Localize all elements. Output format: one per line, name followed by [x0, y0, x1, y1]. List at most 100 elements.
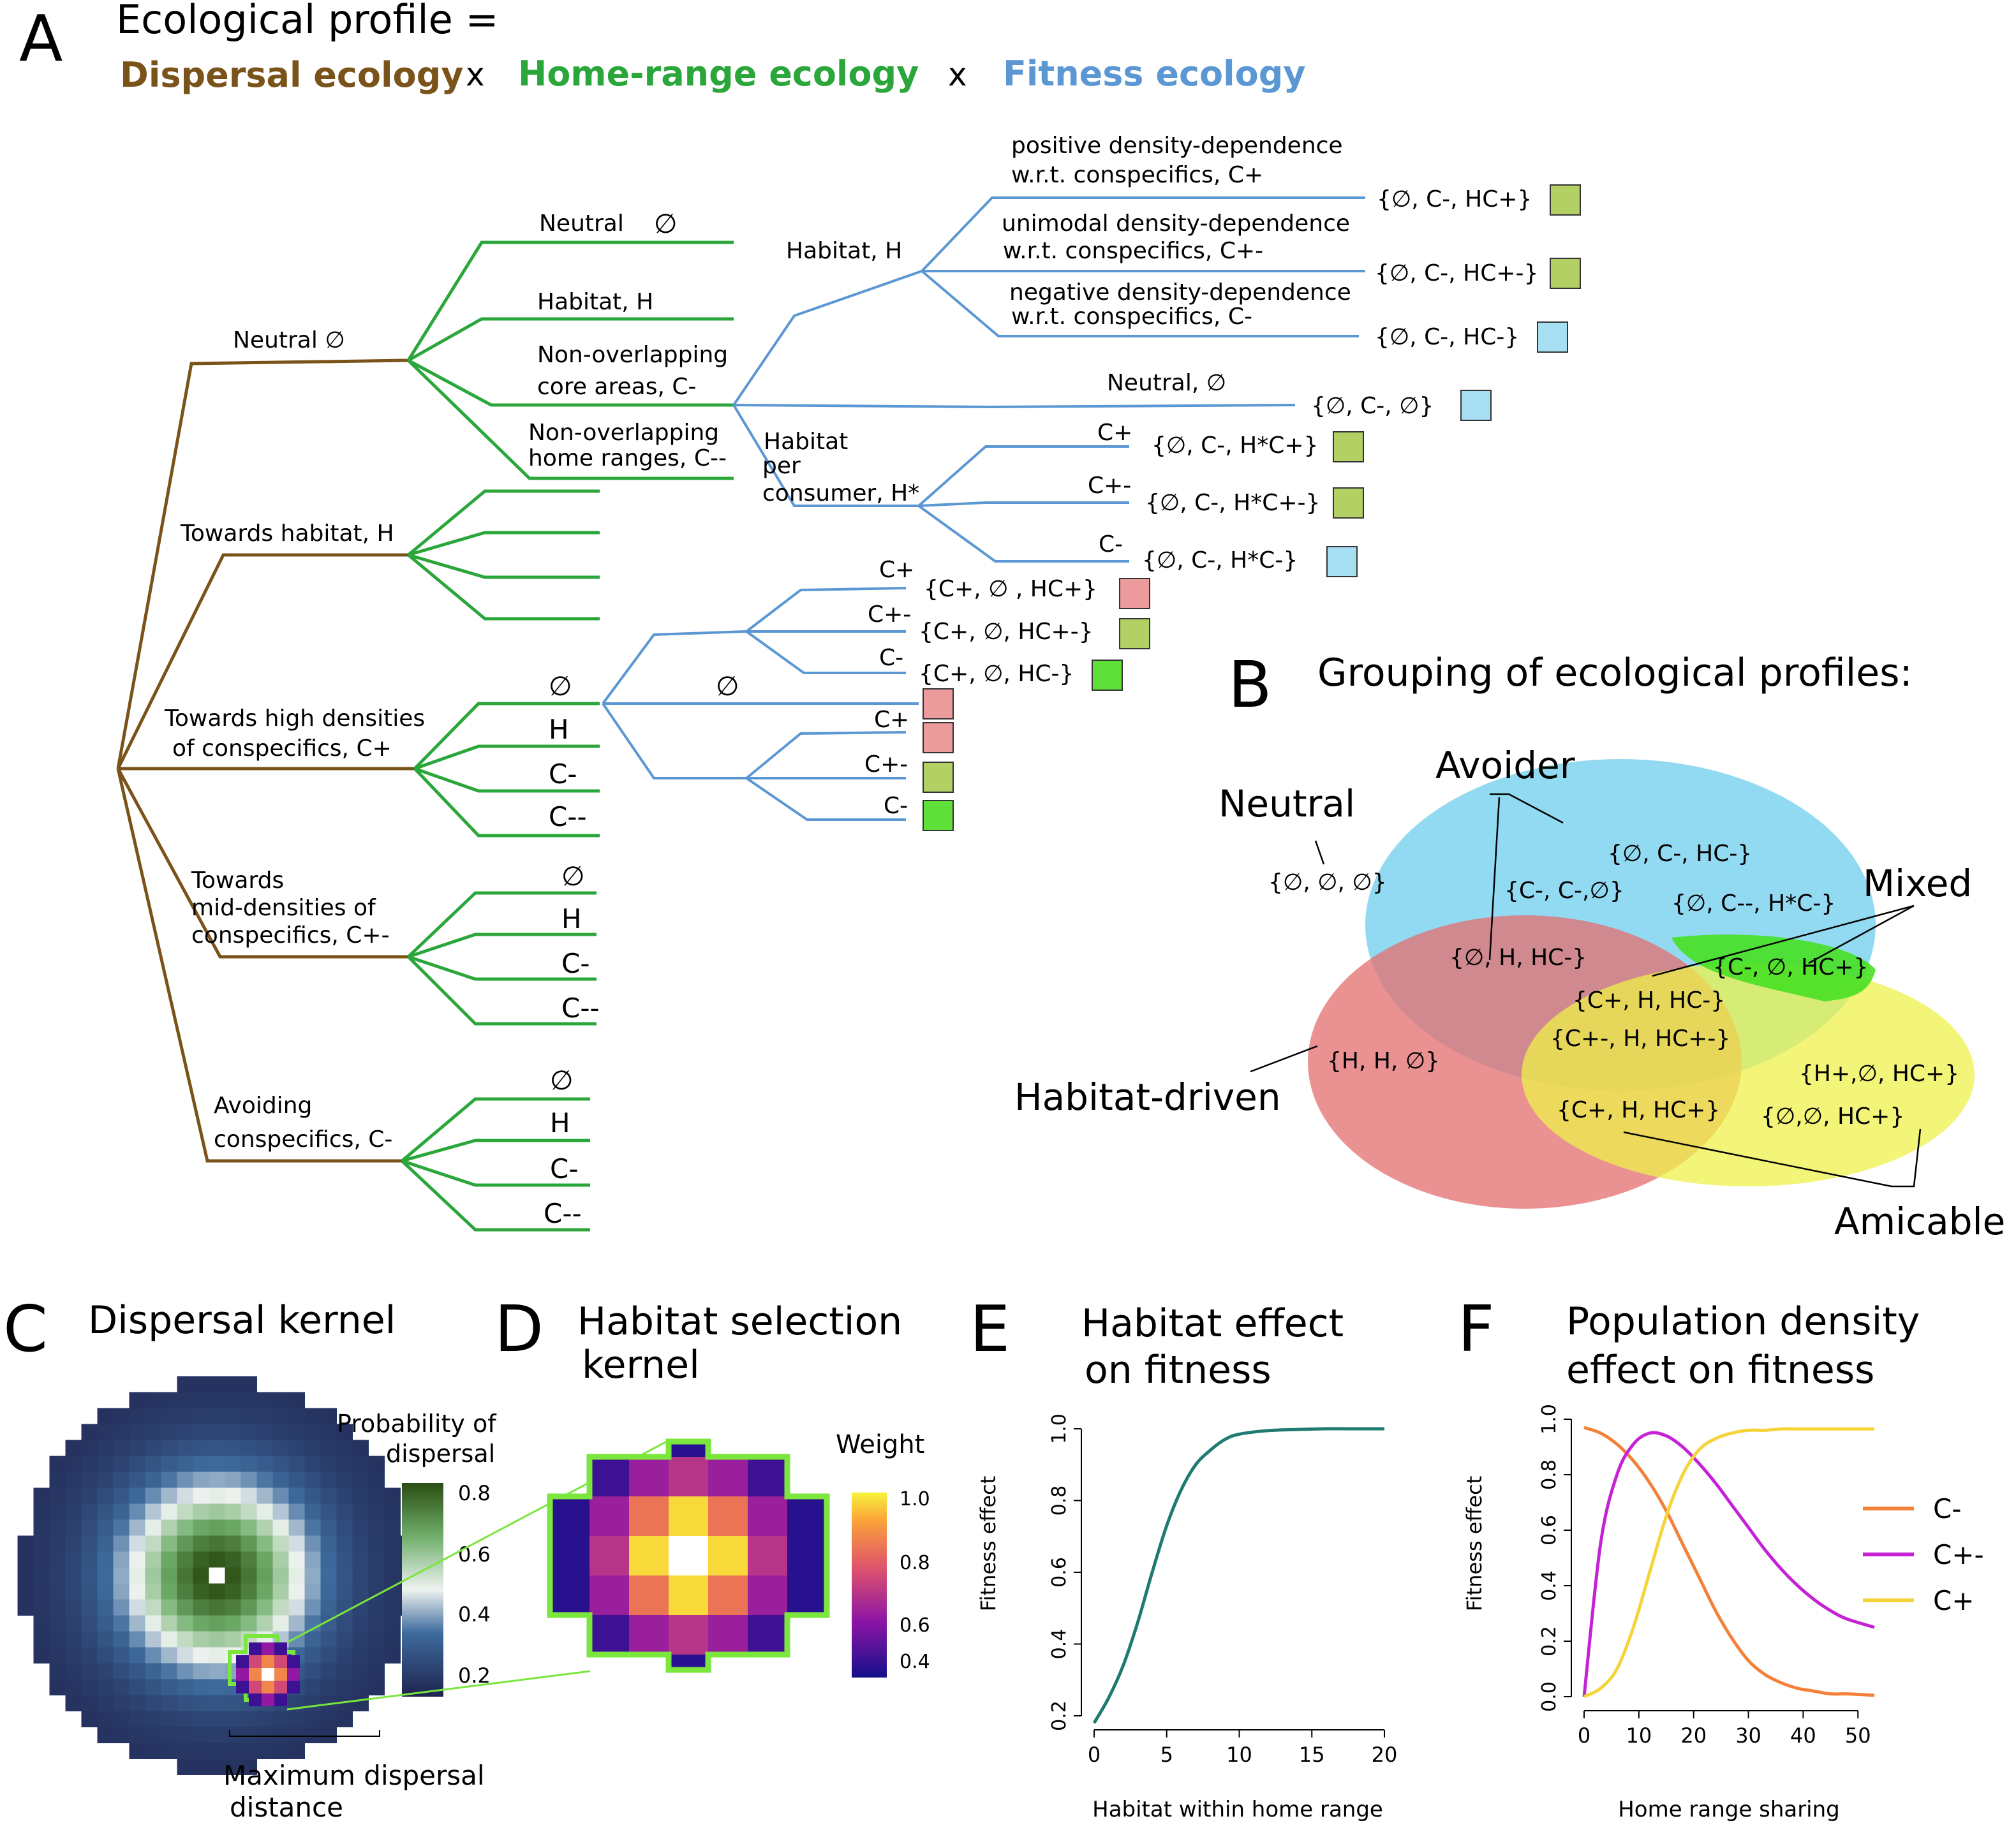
kernel-cell — [33, 1503, 50, 1520]
c-legend-label-2: dispersal — [386, 1440, 495, 1468]
kernel-cell — [129, 1472, 145, 1488]
d-tick-08: 0.8 — [900, 1552, 930, 1574]
kernel-cell — [256, 1424, 273, 1440]
kernel-cell — [145, 1392, 161, 1408]
hr-habitat-label: Habitat, H — [537, 289, 653, 315]
kernel-cell — [272, 1583, 289, 1600]
kernel-cell — [81, 1503, 98, 1520]
panel-b: B Grouping of ecological profiles: Avoid… — [1014, 647, 2005, 1243]
kernel-cell — [225, 1551, 241, 1568]
fit-b-cm: C- — [884, 793, 908, 819]
box-11 — [923, 688, 954, 719]
kernel-cell — [129, 1519, 145, 1536]
x-tick-label: 40 — [1790, 1723, 1816, 1748]
kernel-cell — [161, 1503, 177, 1520]
scale-label-1: Maximum dispersal — [223, 1760, 485, 1791]
kernel-cell — [161, 1631, 177, 1648]
kernel-cell — [17, 1535, 34, 1552]
x-tick-label: 0 — [1578, 1723, 1590, 1748]
kernel-cell — [256, 1487, 273, 1504]
kernel-cell — [384, 1519, 401, 1536]
kernel-cell — [288, 1487, 305, 1504]
kernel-cell — [81, 1583, 98, 1600]
kernel-cell — [113, 1503, 130, 1520]
kernel-cell — [225, 1599, 241, 1616]
kernel-cell — [336, 1424, 353, 1440]
panel-b-letter: B — [1228, 647, 1272, 722]
kernel-cell — [145, 1551, 161, 1568]
kernel-cell — [81, 1567, 98, 1584]
kernel-cell — [97, 1456, 114, 1472]
kernel-cell — [320, 1727, 337, 1743]
kernel-cell — [161, 1535, 177, 1552]
kernel-cell — [129, 1743, 145, 1759]
kernel-cell — [304, 1599, 321, 1616]
kernel-cell — [193, 1743, 209, 1759]
kernel-cell — [209, 1743, 225, 1759]
kernel-cell — [225, 1631, 241, 1648]
kernel-cell — [129, 1487, 145, 1504]
kernel-cell — [241, 1392, 257, 1408]
fit-hpc-cm: C- — [1099, 531, 1123, 557]
kernel-cell — [65, 1583, 82, 1600]
kernel-cell — [320, 1535, 337, 1552]
habitat-kernel-cell — [787, 1536, 827, 1575]
profile-1: {∅, C-, HC+} — [1377, 186, 1532, 212]
kernel-cell — [288, 1743, 305, 1759]
box-13 — [923, 762, 954, 793]
kernel-cell — [384, 1535, 401, 1552]
kernel-cell — [336, 1583, 353, 1600]
kernel-cell — [304, 1695, 321, 1711]
panel-a: A Ecological profile = Dispersal ecology… — [19, 0, 1581, 1232]
kernel-cell — [336, 1679, 353, 1695]
kernel-cell — [145, 1599, 161, 1616]
kernel-cell — [17, 1599, 34, 1616]
hr-core-label-1: Non-overlapping — [537, 342, 728, 368]
kernel-cell — [368, 1551, 385, 1568]
kernel-cell — [209, 1647, 225, 1664]
kernel-cell — [304, 1519, 321, 1536]
kernel-cell — [145, 1711, 161, 1727]
kernel-cell — [161, 1743, 177, 1759]
kernel-cell — [177, 1583, 193, 1600]
kernel-cell — [225, 1392, 241, 1408]
kernel-cell — [241, 1743, 257, 1759]
habitat-driven-label: Habitat-driven — [1014, 1075, 1281, 1119]
kernel-cell — [97, 1679, 114, 1695]
kernel-cell — [225, 1743, 241, 1759]
mini-kernel-cell — [262, 1668, 274, 1681]
kernel-cell — [145, 1519, 161, 1536]
kernel-cell — [161, 1567, 177, 1584]
kernel-cell — [209, 1503, 225, 1520]
series-line-C- — [1583, 1426, 1875, 1697]
kernel-cell — [49, 1519, 66, 1536]
kernel-cell — [241, 1551, 257, 1568]
box-12 — [923, 722, 954, 753]
kernel-cell — [272, 1424, 289, 1440]
kernel-cell — [161, 1392, 177, 1408]
kernel-cell — [368, 1535, 385, 1552]
kernel-cell — [352, 1631, 369, 1648]
set-7: {C+, H, HC-} — [1573, 987, 1725, 1014]
kernel-cell — [129, 1679, 145, 1695]
kernel-cell — [352, 1615, 369, 1632]
kernel-cell — [97, 1647, 114, 1664]
kernel-cell — [129, 1456, 145, 1472]
kernel-cell — [352, 1503, 369, 1520]
set-10: {H+,∅, HC+} — [1799, 1061, 1959, 1087]
kernel-cell — [129, 1535, 145, 1552]
kernel-cell — [241, 1408, 257, 1424]
kernel-cell — [288, 1535, 305, 1552]
disp-avoid-label-1: Avoiding — [214, 1093, 312, 1119]
habitat-kernel-cell — [629, 1457, 669, 1496]
habitat-kernel-cell — [589, 1536, 629, 1575]
e-ylabel: Fitness effect — [976, 1476, 1000, 1612]
amicable-label: Amicable — [1834, 1200, 2005, 1243]
kernel-cell — [113, 1583, 130, 1600]
kernel-cell — [304, 1551, 321, 1568]
kernel-cell — [304, 1631, 321, 1648]
c-tick-04: 0.4 — [458, 1602, 491, 1627]
habitat-kernel-cell — [748, 1536, 787, 1575]
kernel-cell — [49, 1583, 66, 1600]
kernel-cell — [209, 1487, 225, 1504]
